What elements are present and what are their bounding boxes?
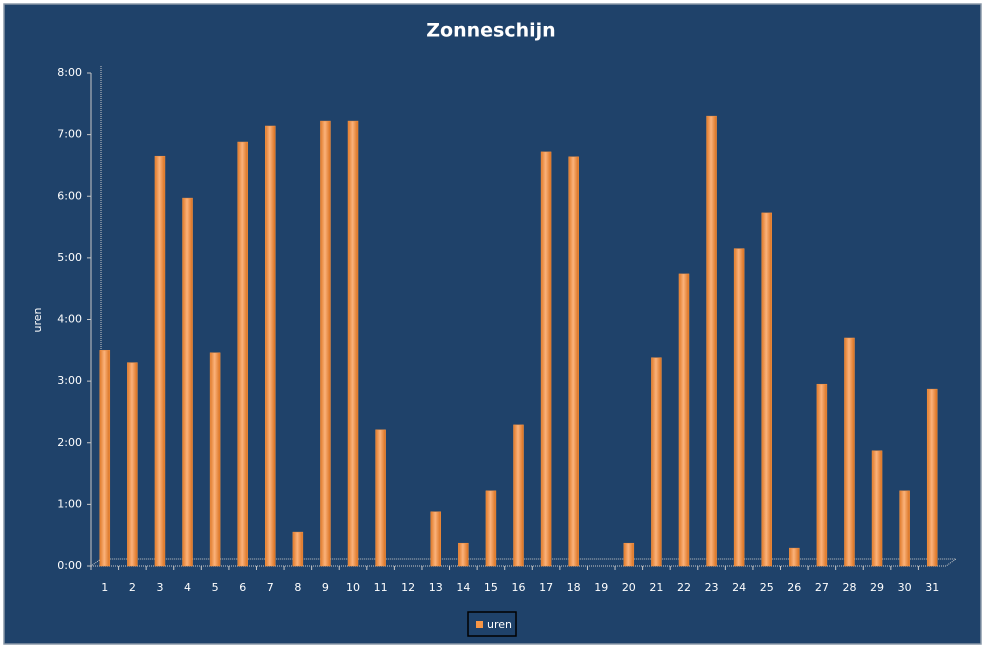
x-tick-label: 18 (567, 581, 581, 594)
x-tick-label: 10 (346, 581, 360, 594)
x-tick-label: 22 (677, 581, 691, 594)
bar (899, 490, 910, 567)
chart-title: Zonneschijn (426, 20, 555, 42)
x-tick-label: 6 (239, 581, 246, 594)
bar (926, 388, 938, 567)
bar (237, 141, 248, 567)
y-axis-label: uren (31, 307, 44, 332)
x-tick-label: 27 (815, 581, 829, 594)
bar (789, 547, 800, 567)
x-tick-label: 23 (705, 581, 719, 594)
bar (265, 125, 276, 567)
x-tick-label: 21 (649, 581, 663, 594)
x-tick-label: 1 (101, 581, 108, 594)
x-tick-label: 2 (129, 581, 136, 594)
x-tick-label: 19 (594, 581, 608, 594)
y-tick-label: 2:00 (57, 436, 82, 449)
x-tick-label: 26 (787, 581, 801, 594)
bar (375, 429, 386, 567)
bar (761, 212, 772, 567)
bar (347, 120, 359, 567)
bar (154, 155, 166, 567)
x-tick-label: 14 (456, 581, 470, 594)
x-tick-label: 13 (429, 581, 443, 594)
x-tick-label: 5 (212, 581, 219, 594)
bar (678, 273, 690, 567)
bar (871, 450, 883, 567)
bar (540, 151, 552, 567)
y-tick-label: 0:00 (57, 559, 82, 572)
x-tick-label: 28 (842, 581, 856, 594)
legend-label: uren (487, 618, 512, 631)
x-tick-label: 29 (870, 581, 884, 594)
bar (127, 362, 138, 567)
x-tick-label: 3 (156, 581, 163, 594)
bar (706, 115, 717, 567)
bar (430, 511, 442, 567)
bar (513, 424, 524, 567)
y-tick-label: 3:00 (57, 374, 82, 387)
bar (320, 120, 331, 567)
x-tick-label: 24 (732, 581, 746, 594)
x-tick-label: 15 (484, 581, 498, 594)
x-tick-label: 17 (539, 581, 553, 594)
bar (651, 357, 662, 567)
x-tick-label: 30 (898, 581, 912, 594)
bar (485, 490, 497, 567)
bar (816, 383, 828, 567)
x-tick-label: 8 (294, 581, 301, 594)
bar (458, 542, 469, 567)
x-tick-label: 11 (374, 581, 388, 594)
x-tick-label: 12 (401, 581, 415, 594)
y-tick-label: 4:00 (57, 313, 82, 326)
bar (209, 352, 221, 567)
legend-swatch (476, 621, 483, 628)
x-tick-label: 31 (925, 581, 939, 594)
y-tick-label: 1:00 (57, 497, 82, 510)
bar (99, 350, 111, 567)
x-tick-label: 16 (512, 581, 526, 594)
bar (733, 248, 745, 567)
bar (623, 542, 635, 567)
bar (844, 337, 855, 567)
y-tick-label: 8:00 (57, 66, 82, 79)
legend-box (467, 611, 517, 637)
bar (568, 156, 579, 567)
x-tick-label: 25 (760, 581, 774, 594)
y-tick-label: 5:00 (57, 251, 82, 264)
x-tick-label: 7 (267, 581, 274, 594)
bar (182, 197, 193, 567)
y-tick-label: 7:00 (57, 128, 82, 141)
x-tick-label: 4 (184, 581, 191, 594)
y-tick-label: 6:00 (57, 189, 82, 202)
legend: uren (467, 611, 517, 637)
x-tick-label: 9 (322, 581, 329, 594)
bar (292, 531, 304, 567)
x-tick-label: 20 (622, 581, 636, 594)
